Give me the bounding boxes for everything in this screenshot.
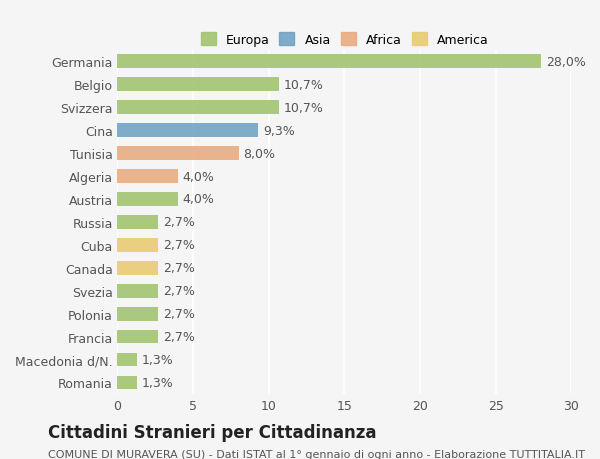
Bar [118,330,158,344]
Text: 4,0%: 4,0% [182,170,214,183]
Bar [118,261,158,275]
Bar [118,238,158,252]
Text: 2,7%: 2,7% [163,239,195,252]
Bar [118,284,158,298]
Text: Cittadini Stranieri per Cittadinanza: Cittadini Stranieri per Cittadinanza [48,423,377,441]
Text: 9,3%: 9,3% [263,124,295,137]
Text: 10,7%: 10,7% [284,78,324,92]
Text: 2,7%: 2,7% [163,262,195,274]
Bar [118,170,178,184]
Bar [118,124,258,138]
Text: 10,7%: 10,7% [284,101,324,114]
Text: 2,7%: 2,7% [163,285,195,297]
Bar [118,193,178,207]
Bar [118,307,158,321]
Text: 4,0%: 4,0% [182,193,214,206]
Bar [118,353,137,367]
Bar [118,56,541,69]
Text: 1,3%: 1,3% [142,376,173,389]
Text: 2,7%: 2,7% [163,330,195,343]
Legend: Europa, Asia, Africa, America: Europa, Asia, Africa, America [197,29,492,50]
Bar [118,101,280,115]
Text: 1,3%: 1,3% [142,353,173,366]
Text: 2,7%: 2,7% [163,216,195,229]
Bar [118,147,239,161]
Bar [118,376,137,390]
Bar [118,216,158,230]
Text: COMUNE DI MURAVERA (SU) - Dati ISTAT al 1° gennaio di ogni anno - Elaborazione T: COMUNE DI MURAVERA (SU) - Dati ISTAT al … [48,449,585,459]
Bar [118,78,280,92]
Text: 2,7%: 2,7% [163,308,195,320]
Text: 28,0%: 28,0% [546,56,586,69]
Text: 8,0%: 8,0% [243,147,275,160]
